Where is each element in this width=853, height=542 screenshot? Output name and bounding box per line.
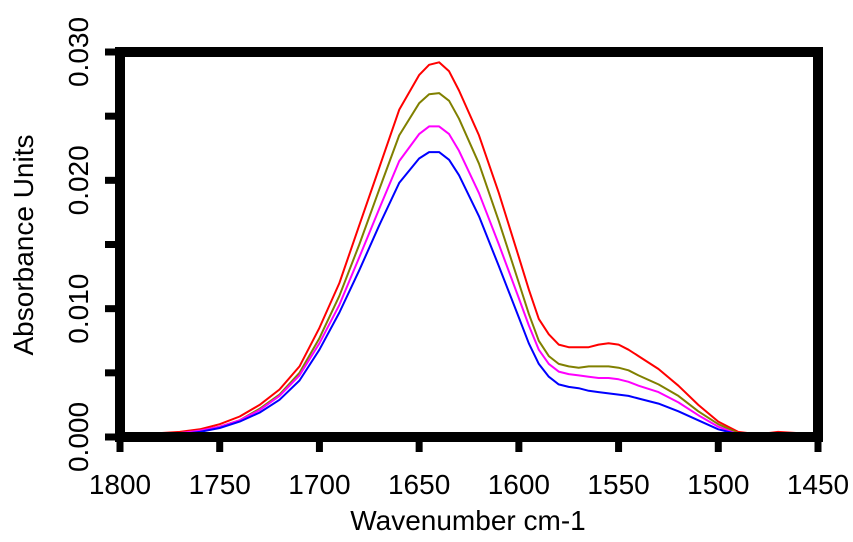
tick-layer: 1800 1750 1700 1650 1600 1550 1500 1450 0.000 0.0… [63,17,849,500]
x-tick-label: 1750 [189,469,251,500]
y-tick-label: 0.010 [63,274,94,344]
y-tick-label: 0.000 [63,402,94,472]
plot-frame [115,47,823,442]
x-tick-label: 1700 [288,469,350,500]
x-tick-label: 1450 [787,469,849,500]
x-tick-label: 1550 [587,469,649,500]
x-tick-label: 1600 [488,469,550,500]
series-line-1 [130,61,814,436]
y-tick-label: 0.030 [63,17,94,87]
series-layer [129,61,814,438]
x-tick-label: 1800 [89,469,151,500]
x-axis-title: Wavenumber cm-1 [350,505,585,536]
y-tick-label: 0.020 [63,145,94,215]
series-line-3 [129,125,814,437]
x-tick-label: 1650 [388,469,450,500]
x-tick-label: 1500 [687,469,749,500]
series-line-2 [129,92,814,437]
frame-layer [115,47,823,442]
y-axis-title: Absorbance Units [8,134,39,355]
series-line-4 [129,151,814,438]
